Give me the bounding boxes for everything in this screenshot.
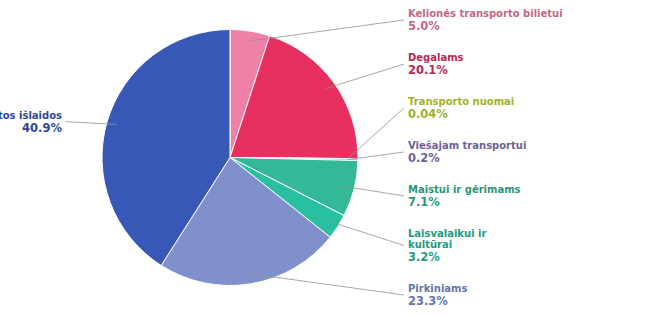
- chart: Kelionės transporto bilietui5.0% Degalams…: [0, 0, 670, 315]
- labels: Kelionės transporto bilietui5.0% Degalams…: [0, 8, 563, 308]
- leader-line: [249, 274, 404, 295]
- slice-label: Kelionės transporto bilietui: [408, 8, 563, 19]
- slice-label-line: Kelionės transporto bilietui: [408, 8, 563, 19]
- slice-label: Maistui ir gėrimams: [408, 184, 521, 195]
- leader-line: [66, 122, 117, 125]
- leader-line: [348, 152, 404, 160]
- slice-label: Transporto nuomai: [408, 96, 514, 107]
- slice-label-line: Pirkiniams: [408, 283, 467, 294]
- slice-label-line: Degalams: [408, 52, 464, 63]
- leader-line: [344, 186, 404, 196]
- slice-label: Laisvalaikui irkultūrai: [408, 228, 486, 250]
- slice-label-line: Maistui ir gėrimams: [408, 184, 521, 195]
- slice-label-line: Viešajam transportui: [408, 140, 526, 151]
- data-label: 7.1%: [408, 195, 440, 209]
- slice-label: Kitos išlaidos: [0, 110, 62, 121]
- pie: [102, 30, 358, 286]
- slice-label: Pirkiniams: [408, 283, 467, 294]
- data-label: 3.2%: [408, 250, 440, 264]
- leader-line: [248, 20, 404, 41]
- data-label: 5.0%: [408, 19, 440, 33]
- data-label: 23.3%: [408, 294, 448, 308]
- slice-label-line: kultūrai: [408, 239, 452, 250]
- data-label: 20.1%: [408, 63, 448, 77]
- slice-label-line: Kitos išlaidos: [0, 110, 62, 121]
- slice-label-line: Transporto nuomai: [408, 96, 514, 107]
- leader-line: [326, 64, 404, 89]
- slice: [230, 36, 358, 159]
- data-label: 40.9%: [22, 121, 62, 135]
- leader-line: [329, 221, 404, 245]
- leader-line: [348, 108, 404, 159]
- data-label: 0.2%: [408, 151, 440, 165]
- slice-label: Viešajam transportui: [408, 140, 526, 151]
- slice-label: Degalams: [408, 52, 464, 63]
- slice-label-line: Laisvalaikui ir: [408, 228, 486, 239]
- slice: [102, 30, 230, 266]
- data-label: 0.04%: [408, 107, 448, 121]
